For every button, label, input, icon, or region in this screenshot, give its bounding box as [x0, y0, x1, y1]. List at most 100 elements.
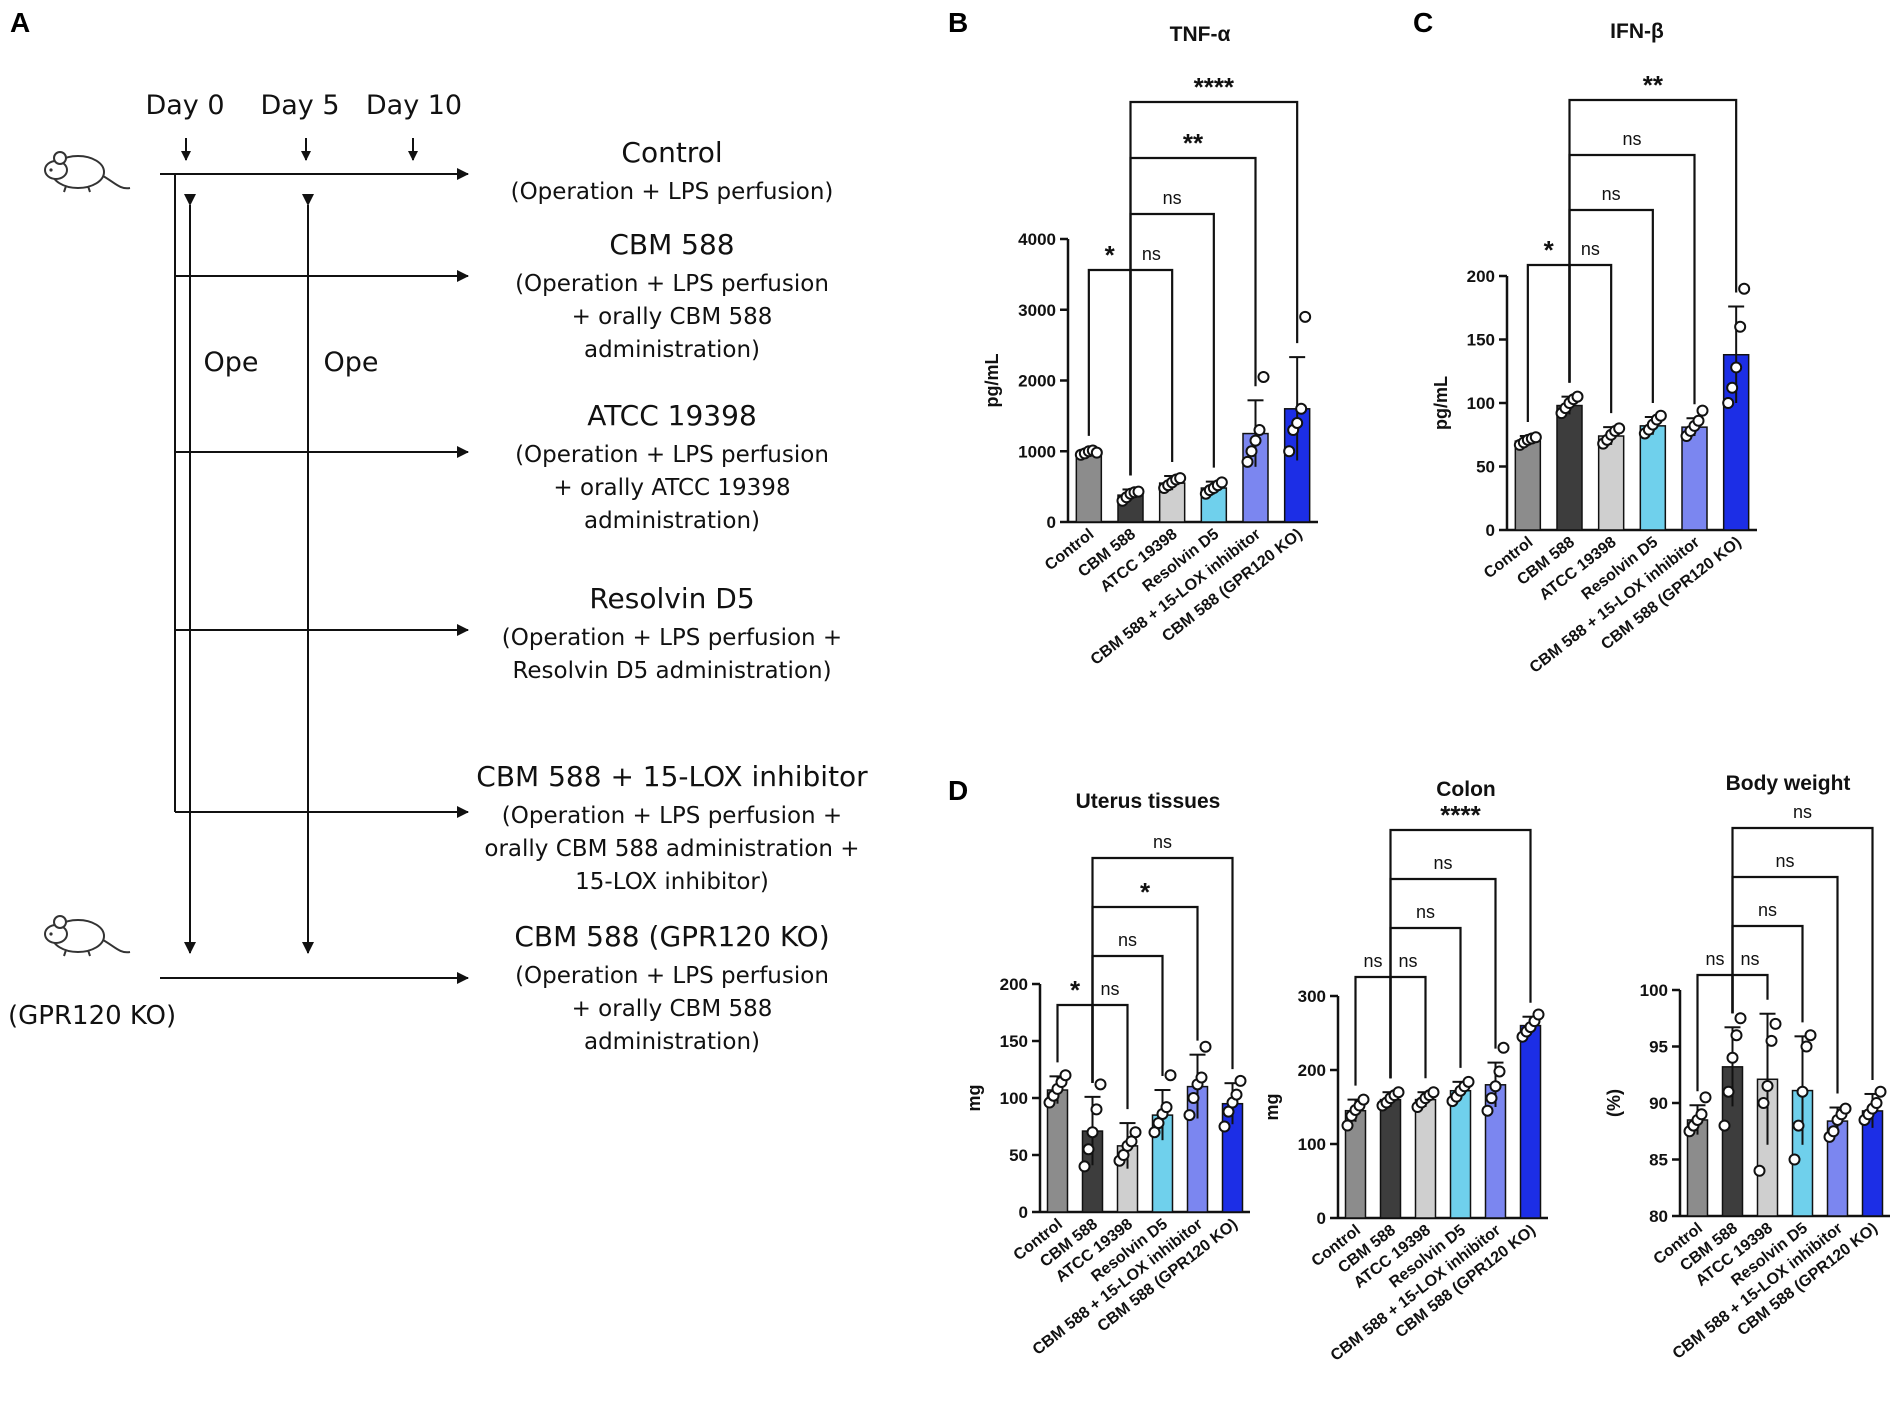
data-point	[1489, 1080, 1502, 1093]
group-desc-line: (Operation + LPS perfusion)	[511, 179, 834, 205]
y-axis-title: mg	[964, 1085, 984, 1112]
data-point	[1187, 1092, 1200, 1104]
group-desc-line: (Operation + LPS perfusion +	[502, 625, 842, 651]
data-point	[1078, 1160, 1091, 1173]
y-tick-label: 50	[1476, 458, 1495, 477]
y-tick-label: 100	[1467, 394, 1495, 413]
significance-label: ns	[1363, 951, 1382, 971]
significance-bracket	[1129, 100, 1299, 476]
data-point	[1730, 1029, 1743, 1042]
data-point	[1230, 1088, 1243, 1101]
data-point	[1761, 1080, 1774, 1093]
data-point	[1757, 1097, 1770, 1109]
data-point	[1129, 1126, 1142, 1139]
group-name: ATCC 19398	[587, 399, 757, 432]
data-point	[1234, 1074, 1247, 1087]
significance-bracket	[1129, 268, 1174, 476]
significance-bracket	[1091, 856, 1234, 1083]
bar	[1556, 404, 1583, 531]
significance-label: ns	[1740, 949, 1759, 969]
group-desc-line: administration)	[584, 508, 760, 534]
data-point	[1699, 1091, 1712, 1104]
data-point	[1800, 1040, 1813, 1053]
data-point	[1249, 434, 1262, 447]
panel-letter-d: D	[948, 775, 968, 806]
data-point	[1804, 1029, 1817, 1042]
significance-label: ns	[1581, 239, 1600, 259]
data-point	[1299, 310, 1312, 323]
data-point	[1532, 1008, 1545, 1021]
data-point	[1357, 1093, 1370, 1106]
data-point	[1164, 1069, 1177, 1082]
data-point	[1692, 414, 1705, 427]
data-point	[1183, 1109, 1196, 1122]
panel-letter-b: B	[948, 7, 968, 38]
y-tick-label: 150	[1467, 331, 1495, 350]
data-point	[1241, 455, 1254, 468]
significance-bracket	[1389, 975, 1427, 1079]
group-desc-line: orally CBM 588 administration +	[484, 836, 859, 862]
data-point	[1792, 1119, 1805, 1132]
group-name: CBM 588	[609, 228, 734, 261]
significance-label: ns	[1416, 902, 1435, 922]
data-point	[1090, 1103, 1103, 1116]
data-point	[1730, 361, 1743, 374]
significance-label: **	[1643, 70, 1664, 100]
y-tick-label: 0	[1317, 1209, 1326, 1228]
data-point	[1094, 1078, 1107, 1091]
data-point	[1341, 1119, 1354, 1132]
significance-label: *	[1140, 877, 1151, 907]
y-tick-label: 150	[1000, 1032, 1028, 1051]
significance-bracket	[1731, 973, 1769, 1014]
significance-label: ns	[1433, 853, 1452, 873]
significance-bracket	[1091, 1003, 1129, 1110]
day-label-10: Day 10	[366, 90, 462, 121]
significance-bracket	[1087, 268, 1132, 476]
data-point	[1726, 381, 1739, 394]
bar	[1597, 435, 1625, 531]
significance-label: **	[1183, 128, 1204, 158]
group-desc-line: administration)	[584, 337, 760, 363]
significance-label: ns	[1758, 900, 1777, 920]
data-point	[1481, 1104, 1494, 1117]
y-tick-label: 100	[1298, 1135, 1326, 1154]
y-tick-label: 80	[1649, 1207, 1668, 1226]
data-point	[1462, 1075, 1475, 1088]
data-point	[1734, 320, 1747, 333]
data-point	[1090, 446, 1103, 459]
day-label-5: Day 5	[260, 90, 339, 121]
significance-bracket	[1731, 875, 1839, 1094]
chart-title: IFN-β	[1610, 20, 1664, 43]
data-point	[1788, 1153, 1801, 1166]
significance-label: ****	[1194, 72, 1235, 102]
group-desc-line: (Operation + LPS perfusion	[515, 963, 829, 989]
bar	[1639, 425, 1667, 531]
y-tick-label: 100	[1640, 981, 1668, 1000]
significance-label: ns	[1622, 129, 1641, 149]
significance-label: ns	[1775, 851, 1794, 871]
y-tick-label: 85	[1649, 1151, 1668, 1170]
data-point	[1215, 476, 1228, 489]
data-point	[1726, 1051, 1739, 1064]
group-desc-line: + orally ATCC 19398	[553, 475, 790, 501]
y-tick-label: 200	[1000, 975, 1028, 994]
data-point	[1283, 445, 1296, 458]
significance-label: ****	[1440, 800, 1481, 830]
significance-bracket	[1129, 156, 1257, 476]
data-point	[1839, 1102, 1852, 1115]
data-point	[1059, 1069, 1072, 1082]
y-tick-label: 4000	[1018, 230, 1056, 249]
data-point	[1257, 370, 1270, 383]
data-point	[1696, 404, 1709, 417]
group-name: Control	[621, 136, 722, 169]
bar	[1414, 1098, 1437, 1219]
data-point	[1827, 1125, 1840, 1138]
y-axis-title: pg/mL	[982, 354, 1002, 408]
ko-mouse-icon	[44, 915, 131, 957]
bar	[1075, 451, 1103, 523]
data-point	[1571, 390, 1584, 403]
